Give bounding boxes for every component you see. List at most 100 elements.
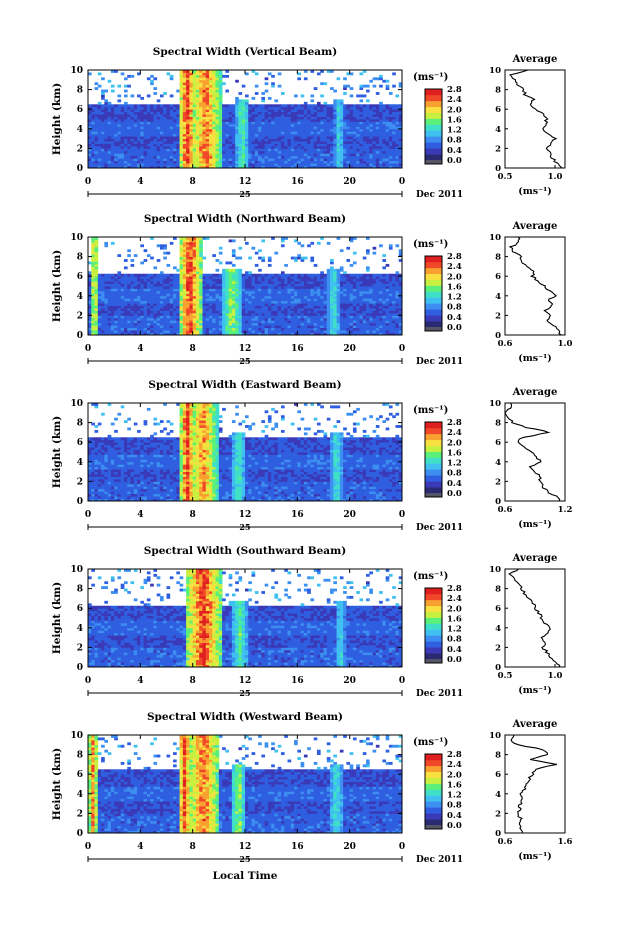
heatmap-cell [231,251,236,255]
heatmap-cell [169,94,174,98]
heatmap-cell [110,295,115,299]
heatmap-cell [251,293,256,297]
heatmap-cell [333,131,337,135]
heatmap-cell [261,148,266,152]
heatmap-cell [212,158,216,162]
heatmap-cell [192,254,197,257]
heatmap-cell [182,290,187,294]
heatmap-cell [264,293,269,297]
heatmap-cell [366,148,370,152]
heatmap-cell [258,145,262,149]
heatmap-cell [218,109,223,113]
heatmap-cell [248,312,252,316]
heatmap-cell [316,300,321,304]
heatmap-cell [297,131,301,135]
heatmap-cell [150,276,154,280]
heatmap-cell [231,155,236,159]
heatmap-cell [271,288,275,292]
heatmap-cell [238,315,243,319]
heatmap-cell [91,322,95,326]
heatmap-cell [225,74,230,78]
heatmap-cell [231,325,236,329]
heatmap-cell [277,141,282,144]
heatmap-cell [336,104,341,108]
heatmap-cell [313,121,318,125]
heatmap-cell [140,325,144,329]
heatmap-cell [231,286,236,289]
heatmap-cell [228,153,233,157]
heatmap-cell [218,138,223,142]
heatmap-cell [290,281,295,284]
heatmap-cell [287,286,292,289]
heatmap-cell [297,111,301,115]
heatmap-cell [222,320,226,324]
heatmap-cell [120,317,125,321]
heatmap-cell [290,155,295,159]
heatmap-cell [130,106,135,110]
heatmap-cell [218,330,223,333]
heatmap-cell [123,312,128,316]
heatmap-cell [143,104,148,108]
heatmap-cell [228,121,233,125]
heatmap-cell [97,165,102,169]
heatmap-cell [267,111,272,115]
heatmap-cell [195,70,200,73]
heatmap-cell [120,305,125,309]
heatmap-cell [114,119,118,122]
heatmap-cell [199,276,203,280]
heatmap-cell [323,131,328,135]
heatmap-cell [310,312,315,316]
heatmap-cell [222,298,226,302]
heatmap-cell [248,293,252,297]
heatmap-cell [123,305,128,309]
heatmap-cell [362,160,367,164]
heatmap-cell [94,244,99,248]
heatmap-cell [228,104,233,108]
heatmap-cell [192,121,197,125]
heatmap-cell [248,119,252,122]
heatmap-cell [218,87,223,90]
heatmap-cell [248,271,252,275]
heatmap-cell [235,133,239,137]
heatmap-cell [284,237,288,240]
heatmap-cell [228,330,233,333]
heatmap-cell [192,70,197,73]
heatmap-cell [195,101,200,105]
heatmap-cell [359,145,364,149]
heatmap-cell [280,325,285,329]
heatmap-cell [310,111,315,115]
heatmap-cell [245,278,249,282]
heatmap-cell [323,126,328,130]
heatmap-cell [225,320,230,324]
heatmap-cell [280,237,285,240]
heatmap-cell [294,136,298,139]
heatmap-cell [228,327,233,331]
heatmap-cell [123,158,128,162]
colorbar-tick-label: 2.4 [447,95,462,105]
heatmap-cell [241,315,246,319]
heatmap-cell [398,150,403,154]
heatmap-cell [97,303,102,306]
heatmap-cell [346,150,351,154]
heatmap-cell [123,308,128,311]
heatmap-cell [212,72,216,76]
heatmap-cell [326,70,331,73]
heatmap-cell [143,121,148,125]
heatmap-cell [94,119,99,122]
heatmap-cell [140,322,144,326]
heatmap-cell [271,138,275,142]
heatmap-cell [97,295,102,299]
heatmap-cell [189,251,194,255]
heatmap-cell [143,249,148,253]
heatmap-cell [173,136,177,139]
heatmap-cell [202,74,207,78]
heatmap-cell [169,119,174,122]
heatmap-cell [97,155,102,159]
heatmap-cell [274,327,279,331]
heatmap-cell [114,126,118,130]
heatmap-cell [352,155,357,159]
heatmap-cell [323,310,328,314]
heatmap-cell [114,148,118,152]
heatmap-cell [264,126,269,130]
heatmap-cell [195,303,200,306]
